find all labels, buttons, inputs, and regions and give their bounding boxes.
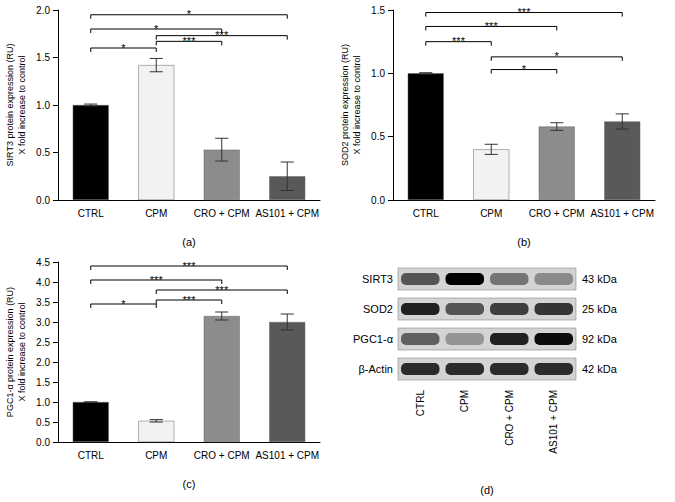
svg-text:0.0: 0.0: [36, 437, 50, 448]
svg-text:*: *: [154, 23, 159, 35]
svg-text:4.5: 4.5: [36, 257, 50, 268]
svg-text:(c): (c): [183, 478, 196, 490]
svg-text:***: ***: [485, 20, 499, 32]
svg-text:X fold increase to control: X fold increase to control: [17, 302, 27, 401]
svg-text:***: ***: [215, 29, 229, 41]
svg-text:0.0: 0.0: [36, 195, 50, 206]
svg-text:SOD2 protein expression (RU): SOD2 protein expression (RU): [340, 44, 350, 166]
svg-text:2.5: 2.5: [36, 337, 50, 348]
svg-text:CPM: CPM: [459, 390, 470, 412]
svg-text:(d): (d): [480, 484, 493, 496]
svg-text:CTRL: CTRL: [78, 450, 105, 461]
svg-text:0.5: 0.5: [36, 147, 50, 158]
svg-text:1.0: 1.0: [371, 68, 385, 79]
svg-text:β-Actin: β-Actin: [359, 363, 393, 375]
svg-text:*: *: [522, 63, 527, 75]
svg-text:25 kDa: 25 kDa: [582, 303, 618, 315]
svg-text:***: ***: [183, 260, 197, 272]
svg-text:1.0: 1.0: [36, 100, 50, 111]
svg-text:X fold increase to control: X fold increase to control: [17, 55, 27, 154]
svg-text:*: *: [121, 298, 126, 310]
svg-text:***: ***: [215, 284, 229, 296]
svg-text:43 kDa: 43 kDa: [582, 273, 618, 285]
svg-text:1.0: 1.0: [36, 397, 50, 408]
svg-text:CPM: CPM: [145, 450, 167, 461]
svg-text:3.5: 3.5: [36, 297, 50, 308]
svg-text:2.0: 2.0: [36, 5, 50, 16]
svg-text:***: ***: [183, 35, 197, 47]
svg-text:PGC1-α protein expression (RU): PGC1-α protein expression (RU): [5, 287, 15, 417]
svg-text:2.0: 2.0: [36, 357, 50, 368]
svg-text:*: *: [187, 8, 192, 20]
svg-text:***: ***: [150, 274, 164, 286]
svg-text:CTRL: CTRL: [78, 208, 105, 219]
svg-text:AS101 + CPM: AS101 + CPM: [548, 390, 559, 454]
svg-text:1.5: 1.5: [371, 5, 385, 16]
svg-text:CTRL: CTRL: [415, 390, 426, 417]
svg-text:92 kDa: 92 kDa: [582, 333, 618, 345]
svg-text:CPM: CPM: [145, 208, 167, 219]
svg-text:CTRL: CTRL: [413, 208, 440, 219]
svg-text:*: *: [121, 42, 126, 54]
svg-text:SOD2: SOD2: [363, 303, 393, 315]
svg-text:CPM: CPM: [480, 208, 502, 219]
svg-text:4.0: 4.0: [36, 277, 50, 288]
svg-text:(b): (b): [517, 236, 530, 248]
svg-text:CRO + CPM: CRO + CPM: [194, 450, 250, 461]
svg-text:*: *: [555, 50, 560, 62]
svg-text:AS101 + CPM: AS101 + CPM: [590, 208, 654, 219]
svg-text:1.5: 1.5: [36, 52, 50, 63]
svg-text:3.0: 3.0: [36, 317, 50, 328]
svg-text:CRO + CPM: CRO + CPM: [504, 390, 515, 446]
svg-text:0.0: 0.0: [371, 195, 385, 206]
svg-text:CRO + CPM: CRO + CPM: [529, 208, 585, 219]
svg-text:AS101 + CPM: AS101 + CPM: [255, 450, 319, 461]
svg-text:SIRT3: SIRT3: [362, 273, 393, 285]
svg-text:(a): (a): [182, 236, 195, 248]
svg-text:42 kDa: 42 kDa: [582, 363, 618, 375]
svg-text:1.5: 1.5: [36, 377, 50, 388]
svg-text:***: ***: [452, 35, 466, 47]
svg-text:AS101 + CPM: AS101 + CPM: [255, 208, 319, 219]
svg-text:X fold increase to control: X fold increase to control: [352, 55, 362, 154]
svg-text:PGC1-α: PGC1-α: [353, 333, 394, 345]
svg-text:SIRT3 protein expression (RU): SIRT3 protein expression (RU): [5, 44, 15, 167]
svg-text:0.5: 0.5: [371, 131, 385, 142]
svg-text:CRO + CPM: CRO + CPM: [194, 208, 250, 219]
svg-text:***: ***: [518, 6, 532, 18]
svg-text:***: ***: [183, 294, 197, 306]
svg-text:0.5: 0.5: [36, 417, 50, 428]
